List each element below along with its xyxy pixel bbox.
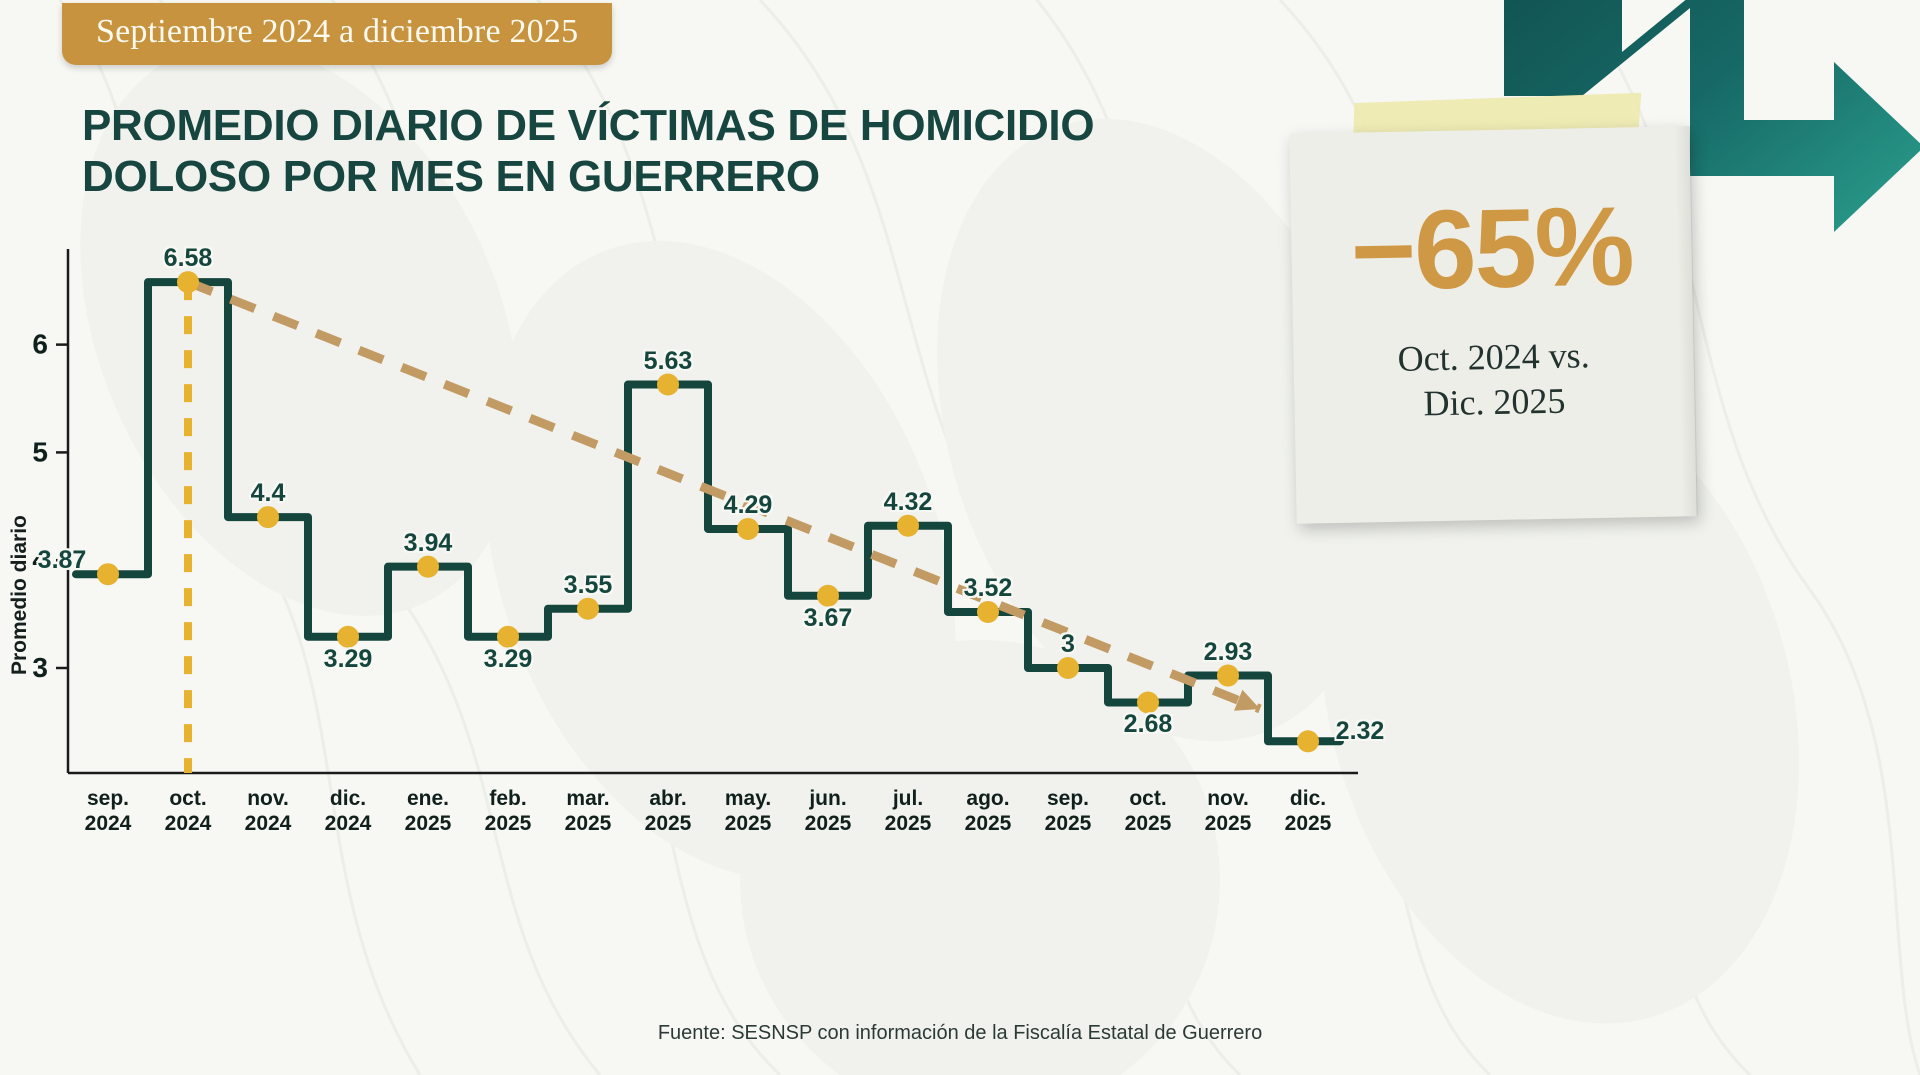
value-label: 2.93 [1203,637,1253,666]
value-label: 3.29 [323,644,373,673]
value-label: 3 [1061,629,1075,658]
value-label: 3.67 [803,603,853,632]
value-label: 3.94 [403,528,453,557]
svg-text:6: 6 [32,329,48,360]
value-label: 4.32 [883,487,933,516]
y-axis-label: Promedio diario [8,515,31,675]
value-label: 5.63 [643,346,693,375]
value-label: 4.29 [723,490,773,519]
page-title-line-1: PROMEDIO DIARIO DE VÍCTIMAS DE HOMICIDIO [82,101,1095,150]
comparison-line-1: Oct. 2024 vs. [1397,335,1590,379]
value-label: 3.29 [483,644,533,673]
value-label: 3.55 [563,570,613,599]
page-title: PROMEDIO DIARIO DE VÍCTIMAS DE HOMICIDIO… [82,100,1322,202]
source-note: Fuente: SESNSP con información de la Fis… [657,1022,1263,1044]
value-label: 2.32 [1335,717,1385,746]
percent-change-comparison: Oct. 2024 vs. Dic. 2025 [1293,331,1695,429]
value-label: 4.4 [250,479,286,508]
date-range-badge: Septiembre 2024 a diciembre 2025 [62,3,613,65]
comparison-line-2: Dic. 2025 [1423,380,1566,424]
step-chart: 3 4 5 6 [32,249,1358,775]
page-title-line-2: DOLOSO POR MES EN GUERRERO [82,152,820,202]
percent-change-value: −65% [1349,183,1634,314]
svg-text:5: 5 [32,436,48,467]
value-label: 3.87 [37,546,87,575]
svg-text:3: 3 [32,652,48,683]
value-label: 6.58 [163,244,213,273]
value-label: 2.68 [1123,710,1173,739]
highlight-note: −65% Oct. 2024 vs. Dic. 2025 [1289,126,1697,524]
svg-text:4: 4 [32,544,48,575]
value-label: 3.52 [963,573,1013,602]
